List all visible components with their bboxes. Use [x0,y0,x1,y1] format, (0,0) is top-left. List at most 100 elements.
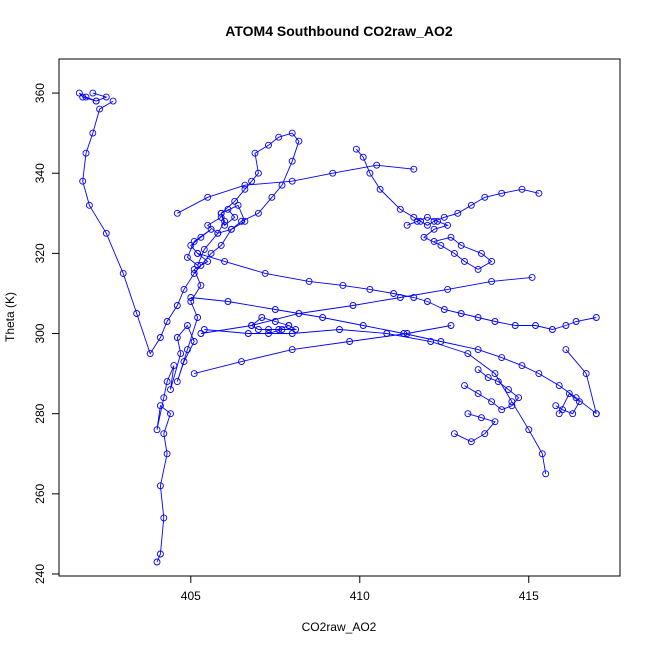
data-point [437,241,445,249]
data-point [518,362,526,370]
data-point [278,326,286,333]
y-tick-label: 260 [33,484,47,504]
data-point [467,438,475,446]
data-point [285,322,293,329]
data-point [548,326,556,333]
data-point [349,302,357,309]
data-point [119,269,127,277]
series-line [194,325,452,375]
data-point [413,217,421,225]
data-point [366,169,374,177]
data-point [447,233,455,241]
series-line [204,329,547,474]
data-point [552,402,560,410]
data-point [498,406,506,414]
data-point [221,257,229,265]
data-point [440,213,448,221]
data-point [444,285,452,293]
data-point [359,153,367,161]
data-point [180,285,188,293]
data-point [254,326,262,333]
y-tick-label: 240 [33,564,47,584]
data-point [390,290,398,297]
data-point [248,322,256,329]
data-point [204,257,212,265]
data-point [204,221,212,229]
data-point [109,97,117,105]
data-point [569,410,577,418]
data-point [481,193,489,201]
series-line [197,252,597,330]
data-point [461,382,468,390]
data-point [515,394,523,402]
data-point [190,370,198,378]
data-point [163,318,171,325]
data-point [177,350,185,358]
series-line [555,392,580,415]
data-point [187,241,195,249]
data-point [491,318,499,325]
data-point [146,350,154,358]
series-line [206,204,246,234]
data-point [288,129,296,137]
data-point [467,201,475,209]
data-point [221,221,229,229]
data-point [592,314,600,321]
y-tick-label: 280 [33,403,47,423]
data-point [180,358,188,366]
data-point [498,354,506,362]
data-point [207,249,215,257]
y-tick-label: 360 [33,83,47,103]
data-point [187,298,195,305]
data-point [173,334,181,341]
data-point [224,205,232,213]
data-point [187,294,195,301]
data-point [271,318,279,325]
data-point [491,370,499,378]
data-point [474,366,482,374]
data-point [204,193,212,201]
data-point [488,277,496,285]
y-tick-label: 320 [33,243,47,263]
data-point [423,213,431,221]
data-point [555,382,563,390]
data-point [508,402,516,410]
data-point [133,310,141,317]
data-point [153,426,161,434]
data-point [190,338,198,345]
data-point [82,93,90,101]
series-line [565,349,597,414]
series-line [464,369,520,411]
series-line [190,297,597,415]
data-point [352,145,360,153]
data-point [167,410,174,418]
data-point [535,370,543,378]
data-point [420,233,428,241]
data-point [592,410,600,418]
data-point [265,330,272,337]
data-point [403,330,411,337]
data-point [254,169,262,177]
data-point [190,269,198,277]
data-point [183,322,191,329]
data-point [288,177,296,185]
data-point [102,93,110,101]
data-point [295,310,303,317]
data-point [200,326,208,333]
data-point [329,169,337,177]
data-point [85,201,93,209]
data-point [292,326,300,333]
data-point [207,225,215,233]
data-point [457,310,465,317]
y-tick-label: 300 [33,323,47,343]
data-point [89,129,97,137]
data-point [271,306,279,313]
data-point [163,378,171,386]
data-point [505,386,512,394]
data-point [373,161,381,169]
data-point [82,149,90,157]
data-point [227,225,235,233]
data-point [525,426,533,434]
data-point [261,269,269,277]
